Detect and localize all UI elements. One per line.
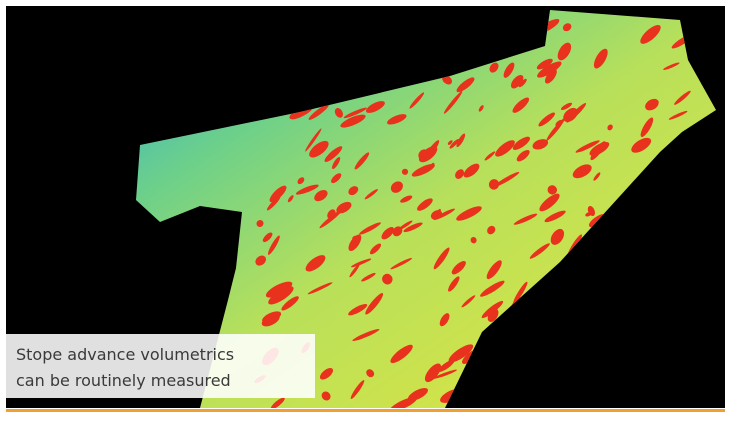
scene: Stope advance volumetrics can be routine… xyxy=(0,0,731,427)
caption-line: can be routinely measured xyxy=(16,371,231,390)
page: Stope advance volumetrics can be routine… xyxy=(0,0,731,427)
accent-line xyxy=(6,409,725,412)
caption-line: Stope advance volumetrics xyxy=(16,345,234,364)
